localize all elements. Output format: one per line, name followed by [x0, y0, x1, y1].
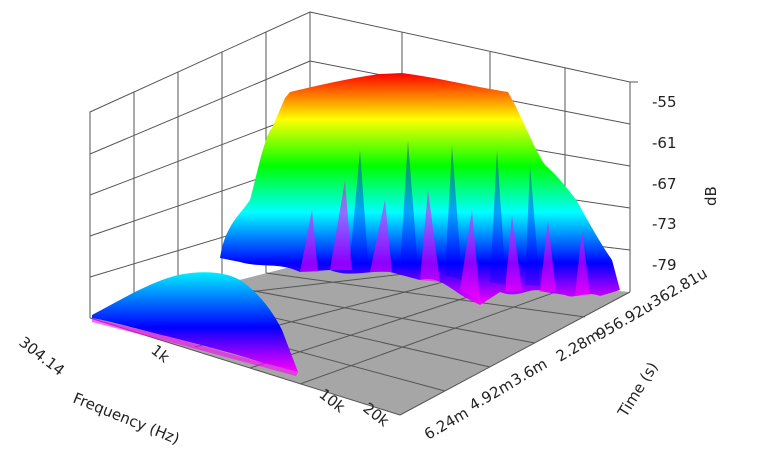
x-tick-label: 1k: [148, 341, 174, 367]
surface-small: [92, 272, 298, 376]
surface-main: [220, 73, 620, 305]
z-tick-label: -61: [652, 134, 677, 152]
y-axis-label: Time (s): [614, 359, 662, 421]
z-tick-label: -79: [652, 256, 677, 274]
y-tick-label: 3.6m: [508, 355, 550, 390]
y-tick-label: 6.24m: [421, 404, 472, 444]
z-axis-label: dB: [702, 186, 720, 206]
x-axis-label: Frequency (Hz): [71, 389, 183, 448]
y-tick-label: 4.92m: [466, 375, 517, 415]
z-axis: -55 -61 -67 -73 -79 dB: [630, 81, 720, 274]
y-tick-label: 2.28m: [553, 326, 604, 366]
z-tick-label: -55: [652, 93, 677, 111]
z-tick-label: -73: [652, 215, 677, 233]
z-tick-label: -67: [652, 175, 677, 193]
x-tick-label: 304.14: [16, 333, 68, 380]
